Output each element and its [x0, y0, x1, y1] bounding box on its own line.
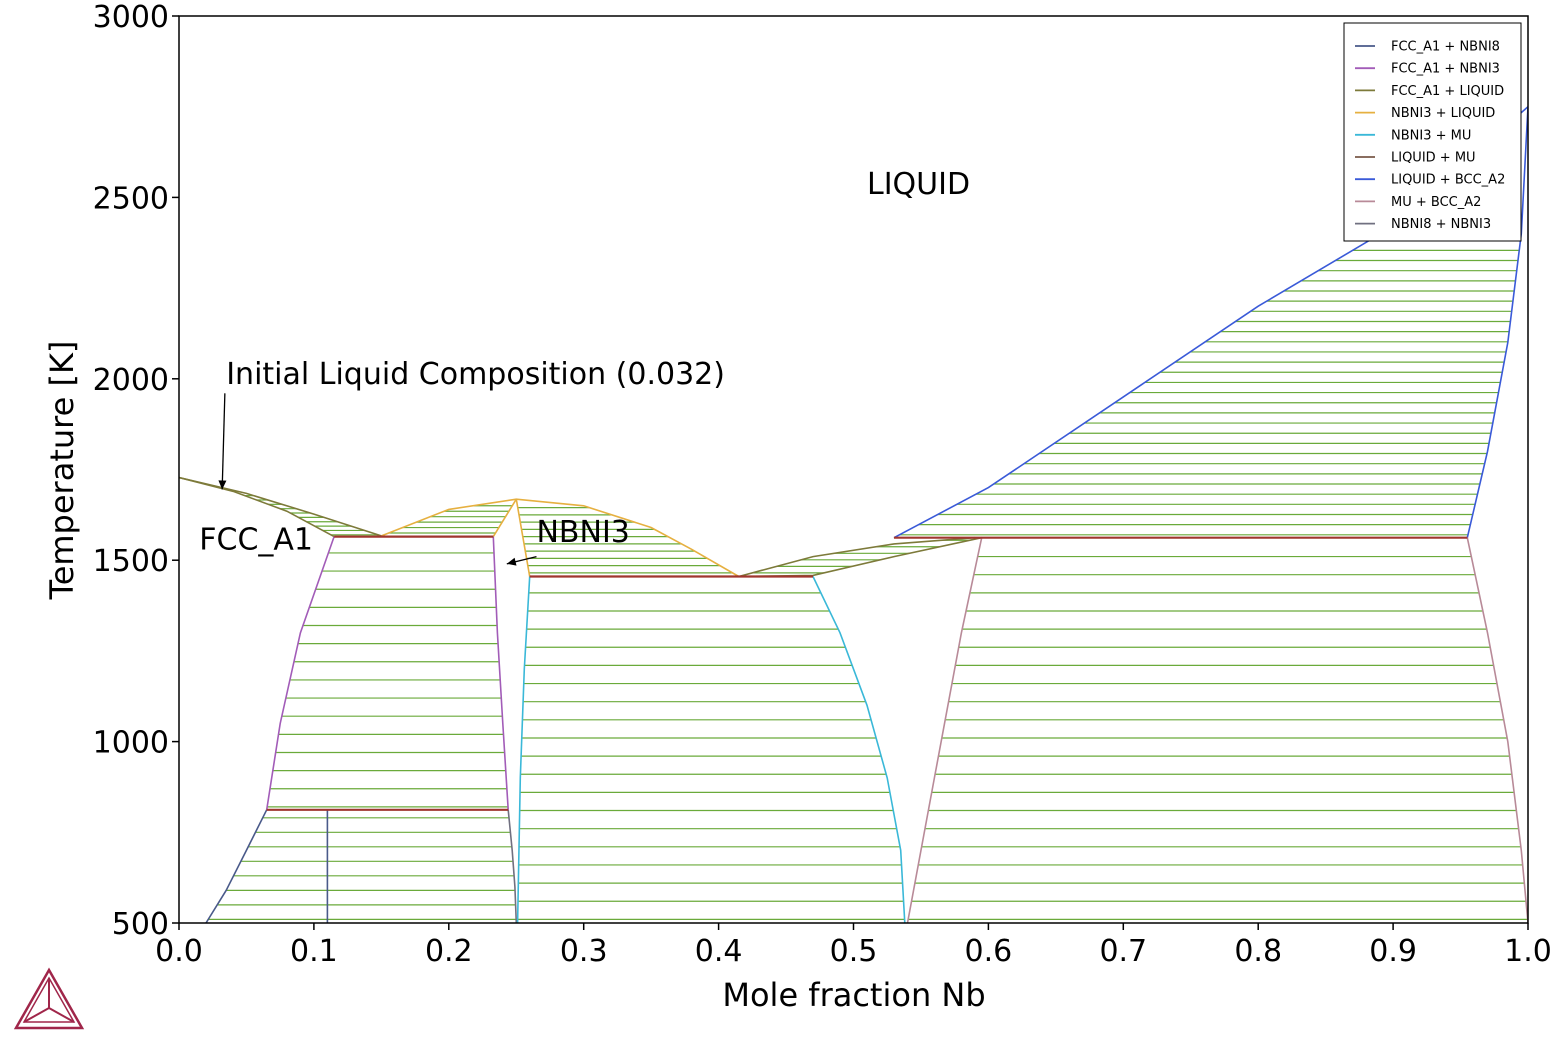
y-tick-label: 3000 — [93, 0, 169, 35]
x-axis: 0.0 0.1 0.2 0.3 0.4 0.5 0.6 0.7 0.8 0.9 1.0 — [155, 923, 1552, 969]
phase-boundary — [381, 498, 740, 578]
phase-boundary — [265, 536, 335, 810]
y-tick-label: 1000 — [93, 726, 169, 761]
thermo-calc-logo — [13, 967, 85, 1030]
x-tick-label: 0.8 — [1234, 934, 1282, 969]
annotation-arrow — [221, 393, 226, 490]
annotation-label: NBNI3 — [536, 515, 629, 550]
x-tick-label: 0.9 — [1369, 934, 1417, 969]
y-axis-title: Temperature [K] — [43, 341, 81, 601]
legend-entry: NBNI3 + LIQUID — [1391, 106, 1495, 121]
annotation-label: FCC_A1 — [199, 522, 313, 557]
phase-boundary — [179, 476, 335, 538]
legend-entry: FCC_A1 + LIQUID — [1391, 84, 1504, 99]
y-tick-label: 2000 — [93, 363, 169, 398]
phase-boundary — [507, 809, 518, 923]
annotation-arrowhead — [506, 557, 517, 566]
y-axis: 500 1000 1500 2000 2500 3000 — [93, 0, 179, 942]
legend-entry: NBNI3 + MU — [1391, 128, 1471, 143]
legend-entry: FCC_A1 + NBNI3 — [1391, 62, 1500, 77]
legend-box — [1343, 22, 1522, 242]
legend-entry: NBNI8 + NBNI3 — [1391, 217, 1491, 232]
x-tick-label: 0.5 — [830, 934, 878, 969]
x-tick-label: 0.4 — [695, 934, 743, 969]
legend-entry: LIQUID + BCC_A2 — [1391, 173, 1505, 188]
y-tick-label: 1500 — [93, 544, 169, 579]
phase-boundary — [492, 536, 509, 810]
x-tick-label: 0.2 — [425, 934, 473, 969]
annotation-arrowhead — [218, 480, 227, 490]
phase-boundary — [205, 809, 268, 923]
phase-boundary — [738, 536, 975, 578]
phase-boundary — [516, 576, 531, 923]
plot-area — [179, 16, 1528, 923]
annotation-label: Initial Liquid Composition (0.032) — [226, 357, 725, 392]
x-tick-label: 0.1 — [290, 934, 338, 969]
legend-entry: MU + BCC_A2 — [1391, 195, 1481, 210]
legend-entry: LIQUID + MU — [1391, 151, 1476, 166]
annotation-label: LIQUID — [867, 167, 970, 202]
legend: FCC_A1 + NBNI8 FCC_A1 + NBNI3 FCC_A1 + LIQ… — [1343, 22, 1522, 242]
x-tick-label: 0.7 — [1099, 934, 1147, 969]
phase-boundary — [906, 537, 983, 923]
legend-entry: FCC_A1 + NBNI8 — [1391, 40, 1500, 55]
phase-boundary — [1466, 537, 1528, 923]
x-tick-label: 0.3 — [560, 934, 608, 969]
phase-boundary — [515, 499, 531, 577]
phase-boundary — [812, 576, 906, 923]
x-axis-title: Mole fraction Nb — [722, 976, 985, 1014]
x-tick-label: 0.0 — [155, 934, 203, 969]
phase-boundary — [1466, 106, 1528, 538]
y-tick-label: 500 — [112, 907, 169, 942]
y-tick-label: 2500 — [93, 181, 169, 216]
phase-boundary — [492, 498, 517, 538]
x-tick-label: 1.0 — [1504, 934, 1552, 969]
invariant-lines — [266, 535, 1468, 811]
x-tick-label: 0.6 — [965, 934, 1013, 969]
annotations: LIQUID FCC_A1 NBNI3 Initial Liquid Composit… — [199, 167, 970, 566]
